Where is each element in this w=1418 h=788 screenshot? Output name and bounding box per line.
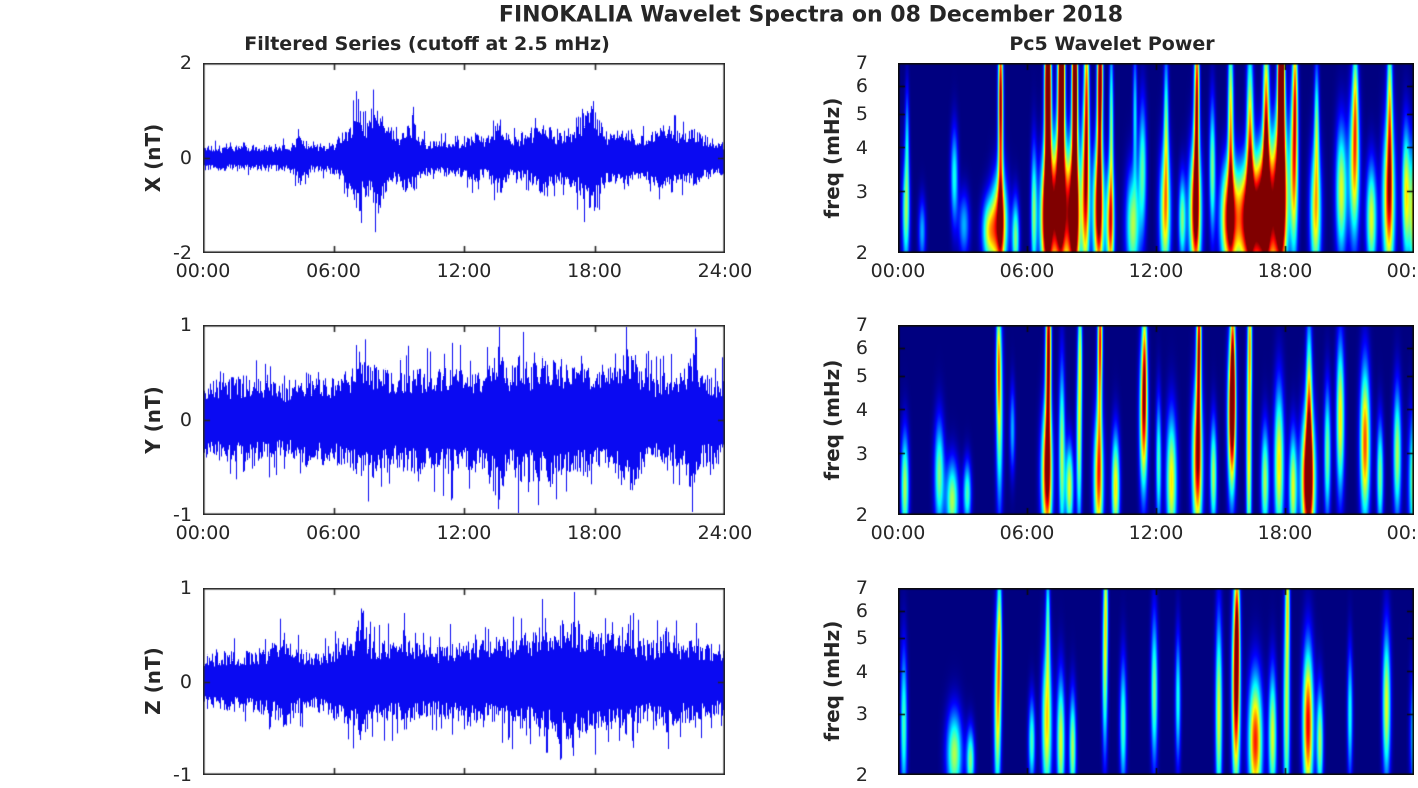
freq-tick-label: 4 <box>855 136 868 159</box>
x-tick-label: 06:00 <box>306 522 361 544</box>
x-tick-label: 18:00 <box>1257 522 1313 544</box>
y-wavelet-spectrogram <box>898 325 1414 515</box>
freq-tick-label: 6 <box>855 337 868 360</box>
x-tick-label: 00:00 <box>1386 260 1418 282</box>
freq-tick-label: 4 <box>855 398 868 421</box>
freq-tick-label: 3 <box>855 703 868 726</box>
freq-tick-label: 4 <box>855 660 868 683</box>
freq-tick-label: 2 <box>855 504 868 526</box>
x-tick-label: 00:00 <box>1386 522 1418 544</box>
x-tick-label: 24:00 <box>697 260 753 282</box>
freq-tick-label: 6 <box>855 75 868 98</box>
x-tick-label: 00:00 <box>175 260 231 282</box>
y-tick-label: 2 <box>179 52 192 74</box>
freq-tick-label: 2 <box>855 242 868 264</box>
z-wavelet-spectrogram <box>898 588 1414 775</box>
filtered-series-title: Filtered Series (cutoff at 2.5 mHz) <box>244 33 610 55</box>
x-tick-label: 24:00 <box>697 522 753 544</box>
y-tick-label: 1 <box>179 577 192 599</box>
x-tick-label: 12:00 <box>1128 522 1184 544</box>
wavelet-power-title: Pc5 Wavelet Power <box>1009 33 1215 55</box>
x-tick-label: 18:00 <box>567 522 622 544</box>
freq-tick-label: 3 <box>855 180 868 203</box>
freq-tick-label: 3 <box>855 442 868 465</box>
x-tick-label: 06:00 <box>306 260 361 282</box>
freq-tick-label: 5 <box>855 627 868 650</box>
freq-tick-label: 2 <box>855 764 868 786</box>
x-tick-label: 00:00 <box>870 260 926 282</box>
x-tick-label: 12:00 <box>1128 260 1184 282</box>
freq-tick-label: 7 <box>855 314 868 336</box>
y-tick-label: 1 <box>179 314 192 336</box>
x-tick-label: 00:00 <box>175 522 231 544</box>
x-tick-label: 12:00 <box>436 260 492 282</box>
x-tick-label: 06:00 <box>999 260 1055 282</box>
y-tick-label: -1 <box>173 764 192 786</box>
x-tick-label: 06:00 <box>999 522 1055 544</box>
freq-tick-label: 5 <box>855 365 868 388</box>
freq-tick-label: 6 <box>855 600 868 622</box>
y-filtered-series-plot <box>203 325 725 515</box>
x-filtered-series-plot <box>203 63 725 253</box>
x-tick-label: 12:00 <box>436 522 492 544</box>
x-tick-label: 00:00 <box>870 522 926 544</box>
y-tick-label: 0 <box>179 147 192 169</box>
y-tick-label: 0 <box>179 409 192 431</box>
x-wavelet-spectrogram <box>898 63 1414 253</box>
freq-tick-label: 7 <box>855 577 868 599</box>
figure-title: FINOKALIA Wavelet Spectra on 08 December… <box>498 2 1124 28</box>
y-tick-label: 0 <box>179 670 192 693</box>
y-tick-label: -2 <box>173 242 192 264</box>
y-tick-label: -1 <box>173 504 192 526</box>
freq-tick-label: 7 <box>855 52 868 74</box>
x-tick-label: 18:00 <box>567 260 622 282</box>
x-tick-label: 18:00 <box>1257 260 1313 282</box>
freq-tick-label: 5 <box>855 103 868 126</box>
z-filtered-series-plot <box>203 588 725 775</box>
